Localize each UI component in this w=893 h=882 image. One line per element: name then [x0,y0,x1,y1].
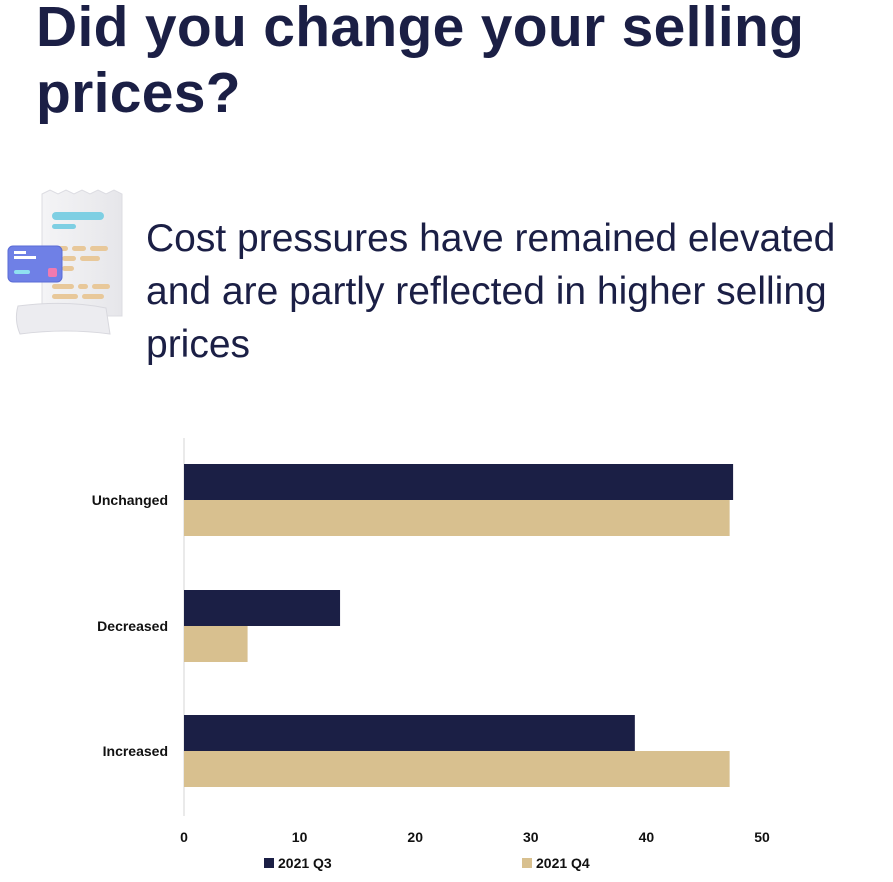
legend-swatch-2021-q4 [522,858,532,868]
x-tick-label-10: 10 [292,829,308,845]
x-tick-label-30: 30 [523,829,539,845]
bar-increased-2021-q4 [184,751,730,787]
category-label-unchanged: Unchanged [92,492,168,508]
legend-swatch-2021-q3 [264,858,274,868]
bar-unchanged-2021-q4 [184,500,730,536]
category-label-increased: Increased [103,743,168,759]
subtitle: Cost pressures have remained elevated an… [146,217,836,366]
bar-decreased-2021-q4 [184,626,248,662]
x-tick-label-20: 20 [407,829,423,845]
x-tick-label-40: 40 [639,829,655,845]
x-tick-label-0: 0 [180,829,188,845]
bar-unchanged-2021-q3 [184,464,734,500]
legend-label-2021-q4: 2021 Q4 [536,855,590,871]
bar-increased-2021-q3 [184,715,635,751]
bar-chart: Unchanged Decreased Increased 0 10 20 30 40 50 20… [92,438,770,871]
receipt-with-credit-card-icon [7,189,123,335]
page-title: Did you change your selling prices? [36,0,805,125]
category-label-decreased: Decreased [97,618,168,634]
x-tick-label-50: 50 [754,829,770,845]
legend-label-2021-q3: 2021 Q3 [278,855,332,871]
bar-decreased-2021-q3 [184,590,341,626]
